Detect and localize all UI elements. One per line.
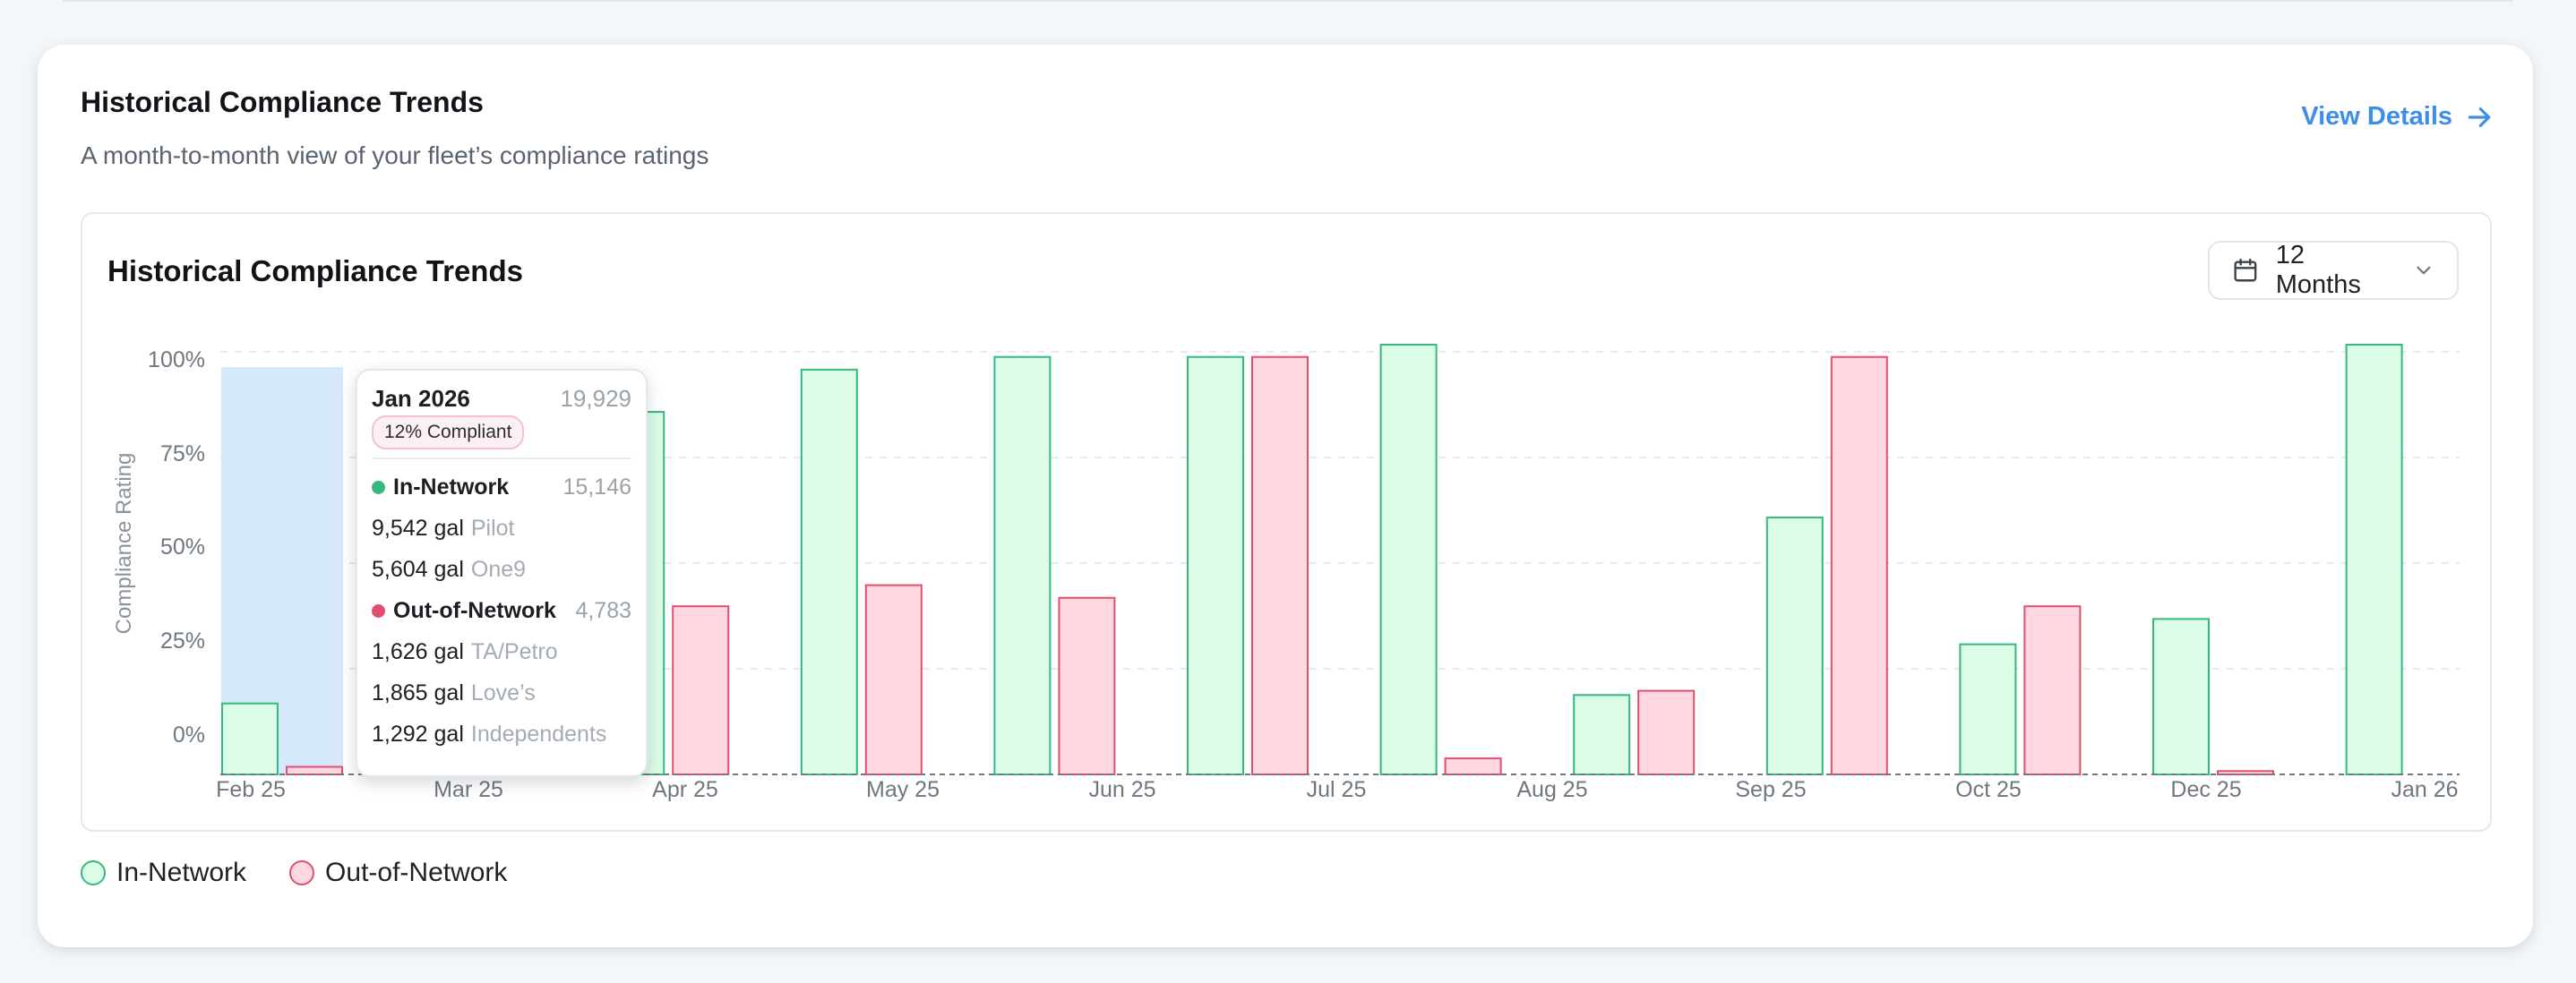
tooltip-amount: 1,292 gal [372, 722, 464, 747]
tooltip-amount: 1,865 gal [372, 680, 464, 705]
view-details-label: View Details [2301, 102, 2452, 131]
tooltip-in-network-label: In-Network [393, 474, 510, 500]
tooltip-line-item: 1,626 gal TA/Petro [372, 639, 631, 665]
y-tick-label: 100% [148, 347, 205, 372]
range-select[interactable]: 12 Months [2208, 241, 2459, 300]
arrow-right-icon [2468, 107, 2491, 127]
chart-tooltip: Jan 2026 19,929 12% Compliant In-Network… [356, 369, 648, 777]
bar-out-network [1058, 596, 1116, 776]
tooltip-divider [372, 457, 631, 459]
out-network-swatch [289, 860, 315, 885]
x-tick-label: Jul 25 [1307, 777, 1367, 802]
legend-out-network-label: Out-of-Network [325, 858, 508, 887]
tooltip-amount: 9,542 gal [372, 516, 464, 541]
calendar-icon [2234, 258, 2257, 282]
x-tick-label: Feb 25 [216, 777, 286, 802]
tooltip-line-item: 9,542 gal Pilot [372, 516, 631, 542]
bar-in-network [1959, 643, 2017, 775]
bar-in-network [1379, 344, 1438, 775]
x-tick-label: Aug 25 [1516, 777, 1587, 802]
y-tick-label: 75% [160, 441, 205, 466]
bar-in-network [800, 368, 858, 775]
y-tick-label: 0% [173, 722, 205, 748]
y-tick-label: 50% [160, 534, 205, 560]
bar-out-network [864, 584, 923, 775]
bar-in-network [1187, 355, 1244, 775]
x-tick-label: Dec 25 [2170, 777, 2241, 802]
tooltip-amount: 5,604 gal [372, 557, 464, 582]
compliance-badge: 12% Compliant [372, 415, 525, 449]
bar-in-network [1765, 517, 1824, 776]
tooltip-vendor: TA/Petro [470, 639, 558, 664]
bar-out-network [1444, 757, 1502, 775]
bar-out-network [286, 765, 343, 775]
bar-out-network [672, 605, 730, 776]
tooltip-vendor: Love’s [470, 680, 536, 705]
out-network-dot [372, 604, 385, 618]
bar-out-network [2023, 605, 2082, 776]
card-subtitle: A month-to-month view of your fleet’s co… [81, 141, 709, 169]
legend-in-network-label: In-Network [116, 858, 247, 887]
x-tick-label: May 25 [866, 777, 940, 802]
tooltip-in-network-total: 15,146 [562, 474, 631, 500]
x-tick-label: Jan 26 [2391, 777, 2458, 802]
tooltip-vendor: Pilot [470, 516, 515, 541]
x-tick-label: Jun 25 [1088, 777, 1155, 802]
y-axis-label: Compliance Rating [112, 453, 136, 635]
bar-in-network [1573, 694, 1631, 776]
bar-in-network [221, 702, 279, 776]
tooltip-line-item: 1,292 gal Independents [372, 722, 631, 748]
chart-legend: In-Network Out-of-Network [81, 858, 550, 888]
in-network-dot [372, 481, 385, 494]
x-tick-label: Oct 25 [1955, 777, 2022, 802]
tooltip-vendor: One9 [470, 557, 527, 582]
y-tick-label: 25% [160, 628, 205, 654]
tooltip-in-network-row: In-Network 15,146 [372, 474, 631, 500]
tooltip-amount: 1,626 gal [372, 639, 464, 664]
tooltip-line-item: 5,604 gal One9 [372, 557, 631, 583]
bar-out-network [1251, 355, 1309, 775]
bar-in-network [993, 355, 1052, 775]
bar-out-network [1637, 689, 1696, 775]
tooltip-out-network-label: Out-of-Network [393, 598, 556, 623]
card-title: Historical Compliance Trends [81, 86, 484, 118]
x-tick-label: Mar 25 [434, 777, 503, 802]
legend-item-in-network[interactable]: In-Network [81, 858, 246, 888]
x-tick-label: Apr 25 [652, 777, 718, 802]
x-tick-label: Sep 25 [1735, 777, 1806, 802]
bar-in-network [2152, 618, 2210, 775]
chevron-down-icon [2417, 266, 2431, 275]
tooltip-header: Jan 2026 19,929 [372, 385, 631, 413]
in-network-swatch [81, 860, 106, 885]
tooltip-vendor: Independents [470, 722, 607, 747]
view-details-link[interactable]: View Details [2301, 102, 2494, 132]
tooltip-out-network-row: Out-of-Network 4,783 [372, 598, 631, 624]
bar-out-network [1830, 355, 1888, 775]
chart-title: Historical Compliance Trends [107, 254, 523, 287]
tooltip-month: Jan 2026 [372, 385, 470, 412]
bar-in-network [2345, 344, 2403, 775]
tooltip-out-network-total: 4,783 [575, 598, 631, 623]
tooltip-total: 19,929 [560, 385, 631, 412]
legend-item-out-network[interactable]: Out-of-Network [289, 858, 507, 888]
top-divider [63, 0, 2513, 2]
tooltip-line-item: 1,865 gal Love’s [372, 680, 631, 706]
range-select-value: 12 Months [2275, 241, 2361, 299]
